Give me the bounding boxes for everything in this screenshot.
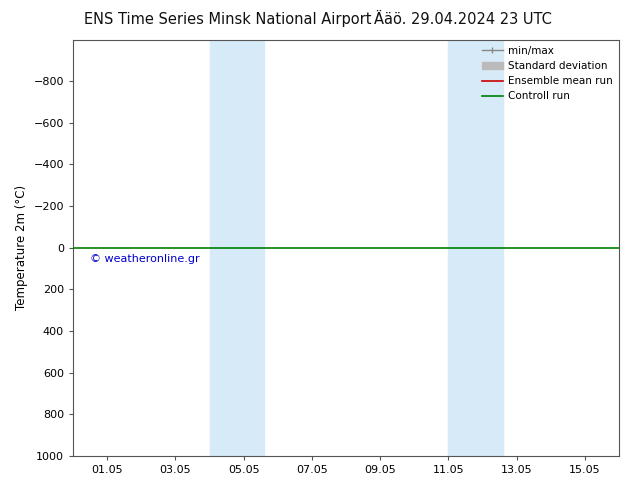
Bar (448, 40, 503, 456)
Legend: min/max, Standard deviation, Ensemble mean run, Controll run: min/max, Standard deviation, Ensemble me… (478, 42, 617, 105)
Bar (210, 40, 264, 456)
Text: © weatheronline.gr: © weatheronline.gr (90, 254, 200, 264)
Text: ENS Time Series Minsk National Airport: ENS Time Series Minsk National Airport (84, 12, 372, 27)
Y-axis label: Temperature 2m (°C): Temperature 2m (°C) (15, 185, 28, 310)
Text: Ääö. 29.04.2024 23 UTC: Ääö. 29.04.2024 23 UTC (374, 12, 552, 27)
